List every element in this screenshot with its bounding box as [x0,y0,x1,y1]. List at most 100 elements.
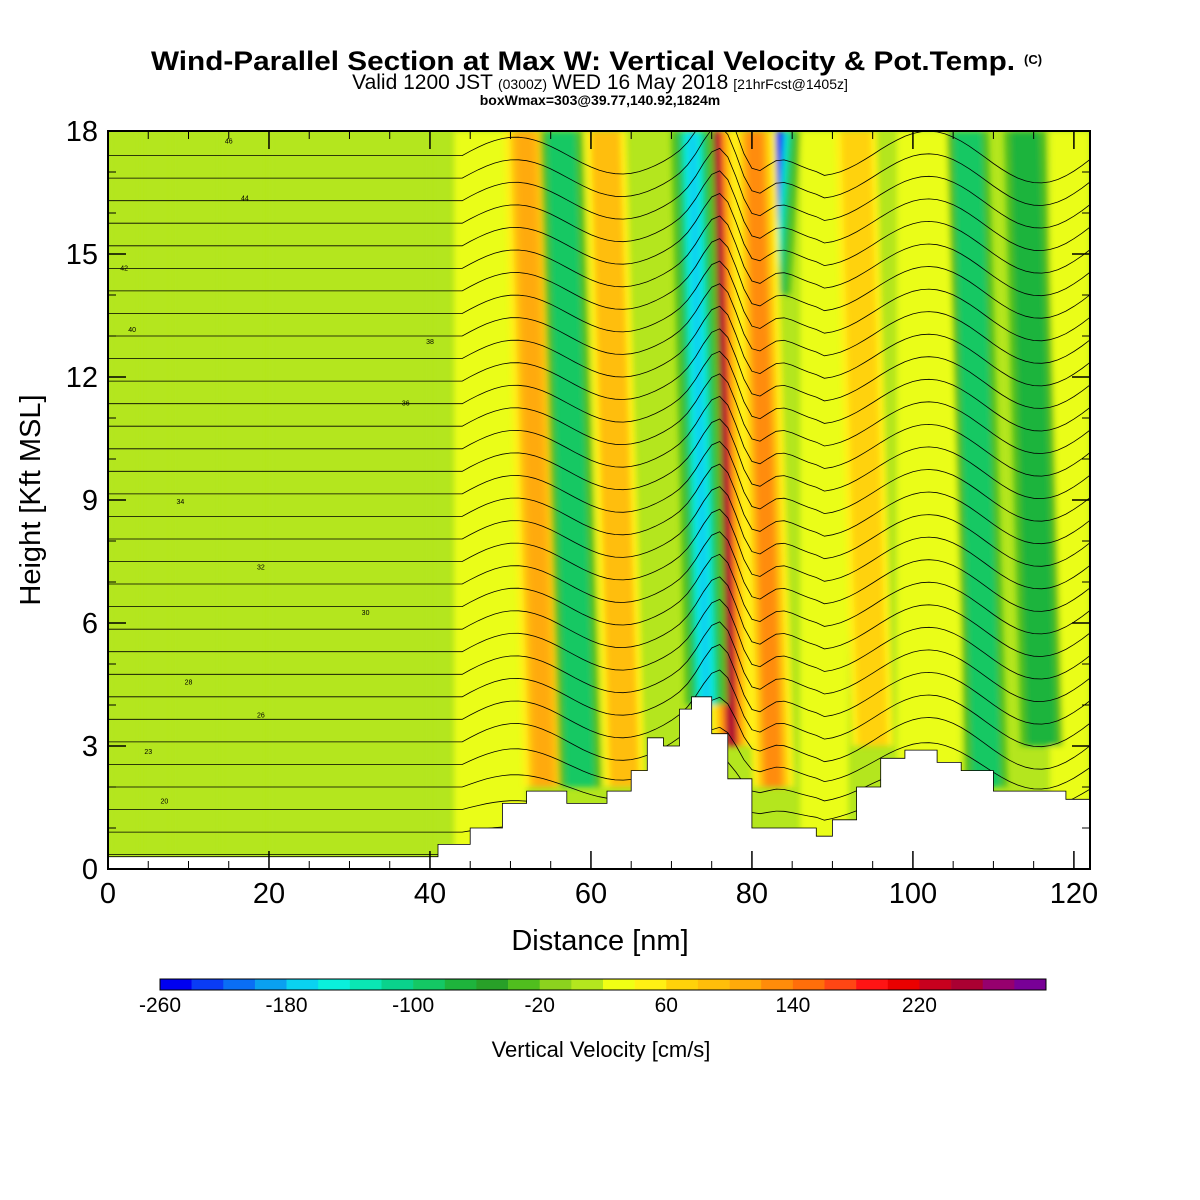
theta-contour-line [108,644,1090,725]
w-background-zone [268,131,430,869]
colorbar-swatch [634,979,667,990]
x-tick-label: 100 [889,878,937,910]
theta-contour-line [108,147,1090,229]
theta-contour-line [108,260,1090,342]
copyright-mark: (C) [1024,52,1042,67]
theta-contour-line [108,418,1090,500]
y-tick-label: 9 [82,485,98,517]
x-tick-label: 20 [253,878,285,910]
colorbar-swatch [919,979,952,990]
theta-contour-line [108,131,1090,206]
theta-contour-line [108,621,1090,703]
colorbar-swatch [191,979,224,990]
colorbar-swatch [286,979,319,990]
y-tick-label: 12 [66,362,98,394]
colorbar-swatch [413,979,446,990]
colorbar-swatch [982,979,1015,990]
theta-contour-label: 40 [128,327,136,334]
colorbar-frame [159,978,1047,991]
colorbar-swatch [761,979,794,990]
y-tick-label: 6 [82,608,98,640]
colorbar-swatch [887,979,920,990]
colorbar-swatch [476,979,509,990]
theta-contour-line [108,395,1090,477]
x-axis: 0 20 40 60 80 100 120 [100,131,1098,910]
valid-time-label: Valid 1200 JST [352,71,493,94]
theta-contour-label: 26 [257,712,265,719]
theta-contour-line [108,441,1090,522]
theta-contour-line [108,486,1090,567]
colorbar-swatch [508,979,541,990]
colorbar-swatch [254,979,287,990]
colorbar-swatch [729,979,762,990]
colorbar-swatch [603,979,635,990]
downdraft-band [546,131,595,787]
updraft-band [516,131,553,787]
colorbar-swatch [951,979,984,990]
colorbar-swatch [824,979,857,990]
theta-contour-label: 36 [402,401,410,408]
chart-title: Wind-Parallel Section at Max W: Vertical… [151,46,1015,76]
updraft-band [745,131,783,787]
theta-contour-label: 20 [160,798,168,805]
theta-contour-line [108,531,1090,612]
colorbar-tick-label: -20 [525,994,555,1017]
theta-contour-label: 30 [362,610,370,617]
theta-contour-label: 42 [120,265,128,272]
theta-contour-line [108,598,1090,680]
x-tick-label: 120 [1050,878,1098,910]
colorbar-tick-label: -100 [392,994,434,1017]
x-tick-label: 80 [736,878,768,910]
theta-contour-line [108,328,1090,409]
colorbar-swatch [444,979,477,990]
colorbar-swatch [856,979,889,990]
theta-contour-line [108,576,1090,657]
colorbar-tick-label: -180 [266,994,308,1017]
y-axis-title: Height [Kft MSL] [15,394,47,605]
theta-contour-label: 23 [144,749,152,756]
colorbar-swatch [381,979,414,990]
colorbar: -260 -180 -100 -20 60 140 220 [139,978,1047,1017]
colorbar-swatch [349,979,382,990]
terrain-mask [108,696,1090,869]
theta-contour-line [108,463,1090,545]
colorbar-swatch [1014,979,1047,990]
colorbar-swatch [318,979,351,990]
colorbar-swatch [539,979,572,990]
updraft-band [590,131,639,787]
plot-area: 46 44 42 40 38 36 34 32 30 28 26 23 20 [108,131,1090,869]
colorbar-swatch [697,979,730,990]
y-tick-label: 15 [66,239,98,271]
colorbar-swatch [666,979,699,990]
colorbar-swatch [160,979,192,990]
colorbar-swatch [792,979,825,990]
x-tick-label: 60 [575,878,607,910]
theta-contour-label: 44 [241,196,249,203]
x-tick-label: 40 [414,878,446,910]
theta-contour-line [108,553,1090,635]
updraft-band [841,131,888,746]
figure-title-block: Wind-Parallel Section at Max W: Vertical… [151,46,1042,108]
downdraft-band [1010,131,1057,746]
x-axis-title: Distance [nm] [511,925,688,957]
colorbar-tick-label: 220 [902,994,937,1017]
theta-contour-label: 32 [257,565,265,572]
theta-contour-line [108,305,1090,387]
theta-contour-line [108,193,1090,274]
theta-contour-line [108,215,1090,297]
theta-contour-line [108,696,1090,770]
theta-contour-line [108,726,1090,790]
y-tick-label: 0 [82,854,98,886]
theta-contour-line [108,238,1090,319]
theta-contour-line [108,508,1090,590]
utc-time-label: (0300Z) [498,76,547,92]
colorbar-tick-label: 60 [655,994,678,1017]
theta-contour-label: 38 [426,339,434,346]
colorbar-swatch [571,979,604,990]
forecast-run-label: [21hrFcst@1405z] [733,76,848,92]
theta-contour-line [108,669,1090,748]
theta-contour-line [108,373,1090,454]
theta-contour-line [108,350,1090,432]
